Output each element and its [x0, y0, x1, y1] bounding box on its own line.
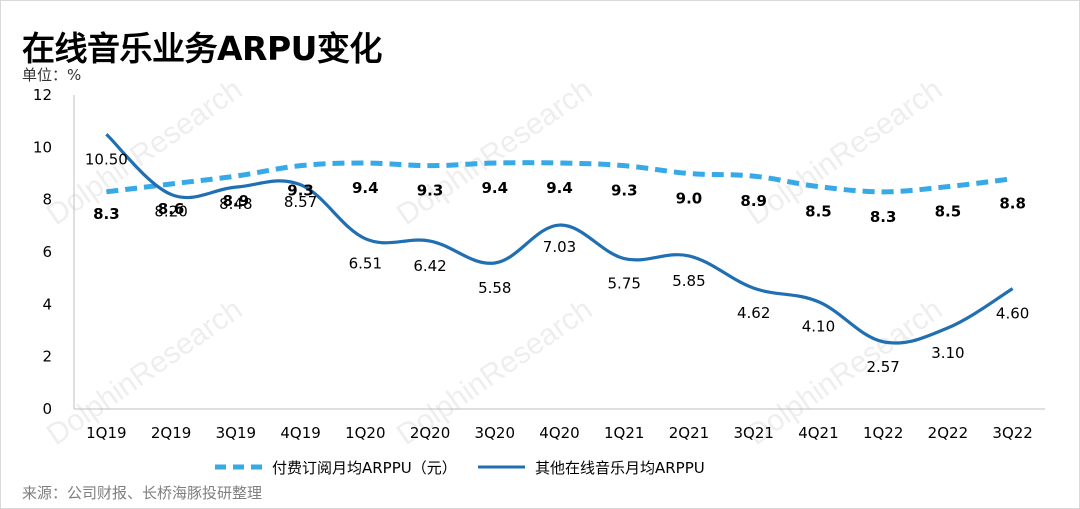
x-tick-label: 3Q21	[733, 424, 773, 442]
x-tick-label: 2Q19	[151, 424, 191, 442]
data-label-other: 6.51	[349, 255, 382, 273]
x-tick-label: 1Q20	[345, 424, 385, 442]
series-line-other-arppu	[105, 133, 1014, 345]
data-label-other: 7.03	[543, 238, 576, 256]
x-tick-label: 3Q20	[475, 424, 515, 442]
y-tick-label: 8	[42, 191, 52, 209]
data-label-subscription: 8.6	[158, 200, 185, 218]
chart-axes	[73, 95, 1045, 410]
x-tick-label: 1Q19	[86, 424, 126, 442]
x-tick-label: 3Q22	[992, 424, 1032, 442]
watermark-text: DolphinResearch	[391, 73, 598, 232]
data-label-subscription: 9.4	[546, 179, 573, 197]
data-label-other: 5.85	[672, 272, 705, 290]
x-tick-label: 4Q20	[539, 424, 579, 442]
chart-title: 在线音乐业务ARPU变化	[22, 29, 382, 68]
x-tick-label: 4Q19	[280, 424, 320, 442]
y-tick-label: 12	[33, 86, 52, 104]
data-label-other: 8.48	[219, 195, 252, 213]
x-tick-label: 2Q20	[410, 424, 450, 442]
data-label-subscription: 9.4	[481, 179, 508, 197]
data-label-subscription: 9.3	[287, 182, 314, 200]
data-label-subscription: 8.9	[223, 192, 250, 210]
x-tick-label: 3Q19	[216, 424, 256, 442]
watermark-text: DolphinResearch	[41, 73, 248, 232]
x-tick-label: 2Q21	[669, 424, 709, 442]
data-label-subscription: 8.5	[935, 203, 962, 221]
y-tick-labels: 0 2 4 6 8 10 12	[33, 86, 52, 418]
y-tick-label: 2	[42, 348, 52, 366]
data-label-other: 10.50	[85, 150, 128, 168]
data-label-subscription: 8.5	[805, 203, 832, 221]
x-tick-label: 1Q22	[863, 424, 903, 442]
unit-label: 单位：%	[22, 66, 82, 84]
x-tick-label: 2Q22	[928, 424, 968, 442]
series-line-subscription-arppu	[106, 160, 1013, 195]
data-label-other: 3.10	[931, 344, 964, 362]
data-label-subscription: 8.9	[740, 192, 767, 210]
y-tick-label: 4	[42, 295, 52, 313]
data-label-other: 4.62	[737, 304, 770, 322]
legend-label-other: 其他在线音乐月均ARPPU	[535, 459, 705, 477]
y-tick-label: 10	[33, 138, 52, 156]
data-label-subscription: 8.8	[999, 195, 1026, 213]
data-label-subscription: 9.4	[352, 179, 379, 197]
source-note: 来源：公司财报、长桥海豚投研整理	[22, 484, 263, 502]
data-label-other: 5.75	[608, 275, 641, 293]
x-tick-label: 1Q21	[604, 424, 644, 442]
data-label-other: 4.60	[996, 305, 1029, 323]
data-label-subscription: 8.3	[870, 208, 897, 226]
legend-label-subscription: 付费订阅月均ARPPU（元）	[272, 459, 457, 477]
legend: 付费订阅月均ARPPU（元） 其他在线音乐月均ARPPU	[215, 459, 705, 477]
data-label-subscription: 9.3	[611, 182, 638, 200]
x-tick-label: 4Q21	[798, 424, 838, 442]
watermark-text: DolphinResearch	[741, 73, 948, 232]
data-label-other: 6.42	[413, 257, 446, 275]
data-label-subscription: 9.0	[676, 190, 703, 208]
y-tick-label: 0	[42, 400, 52, 418]
data-labels: 8.3 8.6 8.9 9.3 9.4 9.3 9.4 9.4 9.3 9.0 8.9 8.5 8.3 8…	[85, 150, 1029, 376]
y-tick-label: 6	[42, 243, 52, 261]
series-lines	[105, 133, 1014, 345]
data-label-subscription: 9.3	[417, 182, 444, 200]
x-tick-labels: 1Q19 2Q19 3Q19 4Q19 1Q20 2Q20 3Q20 4Q20 1Q21 2Q21…	[86, 424, 1033, 442]
data-label-other: 2.57	[866, 358, 899, 376]
data-label-other: 8.57	[284, 193, 317, 211]
data-label-other: 4.10	[802, 318, 835, 336]
data-label-other: 5.58	[478, 279, 511, 297]
data-label-subscription: 8.3	[93, 205, 120, 223]
data-label-other: 8.20	[154, 202, 187, 220]
